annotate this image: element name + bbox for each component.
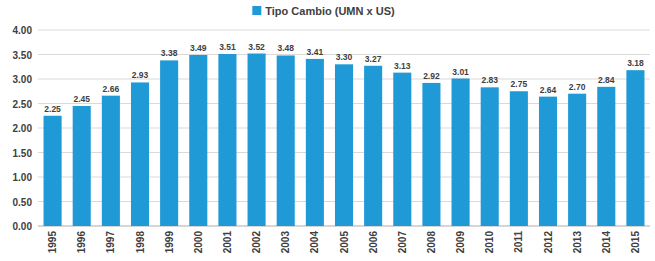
bar (364, 66, 382, 226)
data-label: 3.01 (452, 67, 469, 77)
grid-line (38, 30, 650, 31)
bar (189, 55, 207, 226)
x-tick-label: 2008 (426, 231, 437, 254)
x-tick-label: 1995 (47, 231, 58, 254)
x-tick-label: 2003 (280, 231, 291, 254)
bar (131, 82, 149, 226)
bar (393, 73, 411, 226)
bar (481, 87, 499, 226)
data-label: 3.30 (336, 52, 353, 62)
data-label: 3.41 (307, 47, 324, 57)
x-tick-label: 2005 (339, 231, 350, 254)
x-tick-label: 2015 (630, 231, 641, 254)
data-label: 3.27 (365, 54, 382, 64)
chart: 0.00 0.50 1.00 1.50 2.00 2.50 3.00 3.50 4.00 2.25… (0, 0, 655, 261)
y-tick-label: 0.00 (13, 221, 33, 232)
y-tick-label: 1.50 (13, 148, 33, 159)
data-label: 2.66 (103, 84, 120, 94)
data-label: 2.70 (569, 82, 586, 92)
y-tick-label: 2.00 (13, 123, 33, 134)
x-tick-label: 1997 (105, 231, 116, 254)
x-tick-label: 2013 (572, 231, 583, 254)
data-label: 2.84 (598, 75, 615, 85)
x-tick-label: 2001 (222, 231, 233, 254)
data-label: 2.93 (132, 70, 149, 80)
legend-label: Tipo Cambio (UMN x US) (265, 5, 395, 17)
x-tick-label: 1998 (135, 231, 146, 254)
bar (102, 96, 120, 226)
bar (218, 54, 236, 226)
data-label: 3.48 (277, 43, 294, 53)
bar (452, 79, 470, 226)
x-tick-label: 2011 (513, 231, 524, 253)
data-label: 3.49 (190, 43, 207, 53)
x-tick-label: 1999 (164, 231, 175, 254)
bar (160, 60, 178, 226)
bar (73, 106, 91, 226)
bar (248, 54, 266, 226)
legend-swatch (252, 6, 261, 15)
bar (335, 64, 353, 226)
y-tick-label: 4.00 (13, 25, 33, 36)
y-tick-label: 1.00 (13, 172, 33, 183)
data-label: 2.83 (481, 75, 498, 85)
y-tick-label: 0.50 (13, 197, 33, 208)
x-tick-label: 1996 (76, 231, 87, 254)
data-label: 2.45 (73, 94, 90, 104)
x-tick-label: 2006 (368, 231, 379, 254)
bar (306, 59, 324, 226)
y-tick-label: 2.50 (13, 99, 33, 110)
data-label: 3.51 (219, 42, 236, 52)
x-tick-label: 2004 (309, 231, 320, 254)
y-tick-label: 3.00 (13, 74, 33, 85)
legend: Tipo Cambio (UMN x US) (252, 5, 395, 17)
bar (626, 70, 644, 226)
bar (44, 116, 62, 226)
x-tick-label: 2014 (601, 231, 612, 254)
x-tick-label: 2000 (193, 231, 204, 254)
data-label: 3.18 (627, 58, 644, 68)
bar (539, 97, 557, 226)
bars (44, 54, 645, 226)
data-label: 3.52 (248, 42, 265, 52)
x-tick-label: 2010 (484, 231, 495, 254)
bar (277, 55, 295, 226)
x-tick-label: 2002 (251, 231, 262, 254)
data-label: 3.13 (394, 61, 411, 71)
y-tick-label: 3.50 (13, 50, 33, 61)
bar (510, 91, 528, 226)
bar (597, 87, 615, 226)
data-label: 3.38 (161, 48, 178, 58)
data-label: 2.64 (540, 85, 557, 95)
data-label: 2.25 (44, 104, 61, 114)
x-tick-label: 2007 (397, 231, 408, 254)
data-label: 2.92 (423, 71, 440, 81)
data-label: 2.75 (511, 79, 528, 89)
bar (568, 94, 586, 226)
x-tick-label: 2009 (455, 231, 466, 254)
bar (422, 83, 440, 226)
x-tick-label: 2012 (543, 231, 554, 254)
